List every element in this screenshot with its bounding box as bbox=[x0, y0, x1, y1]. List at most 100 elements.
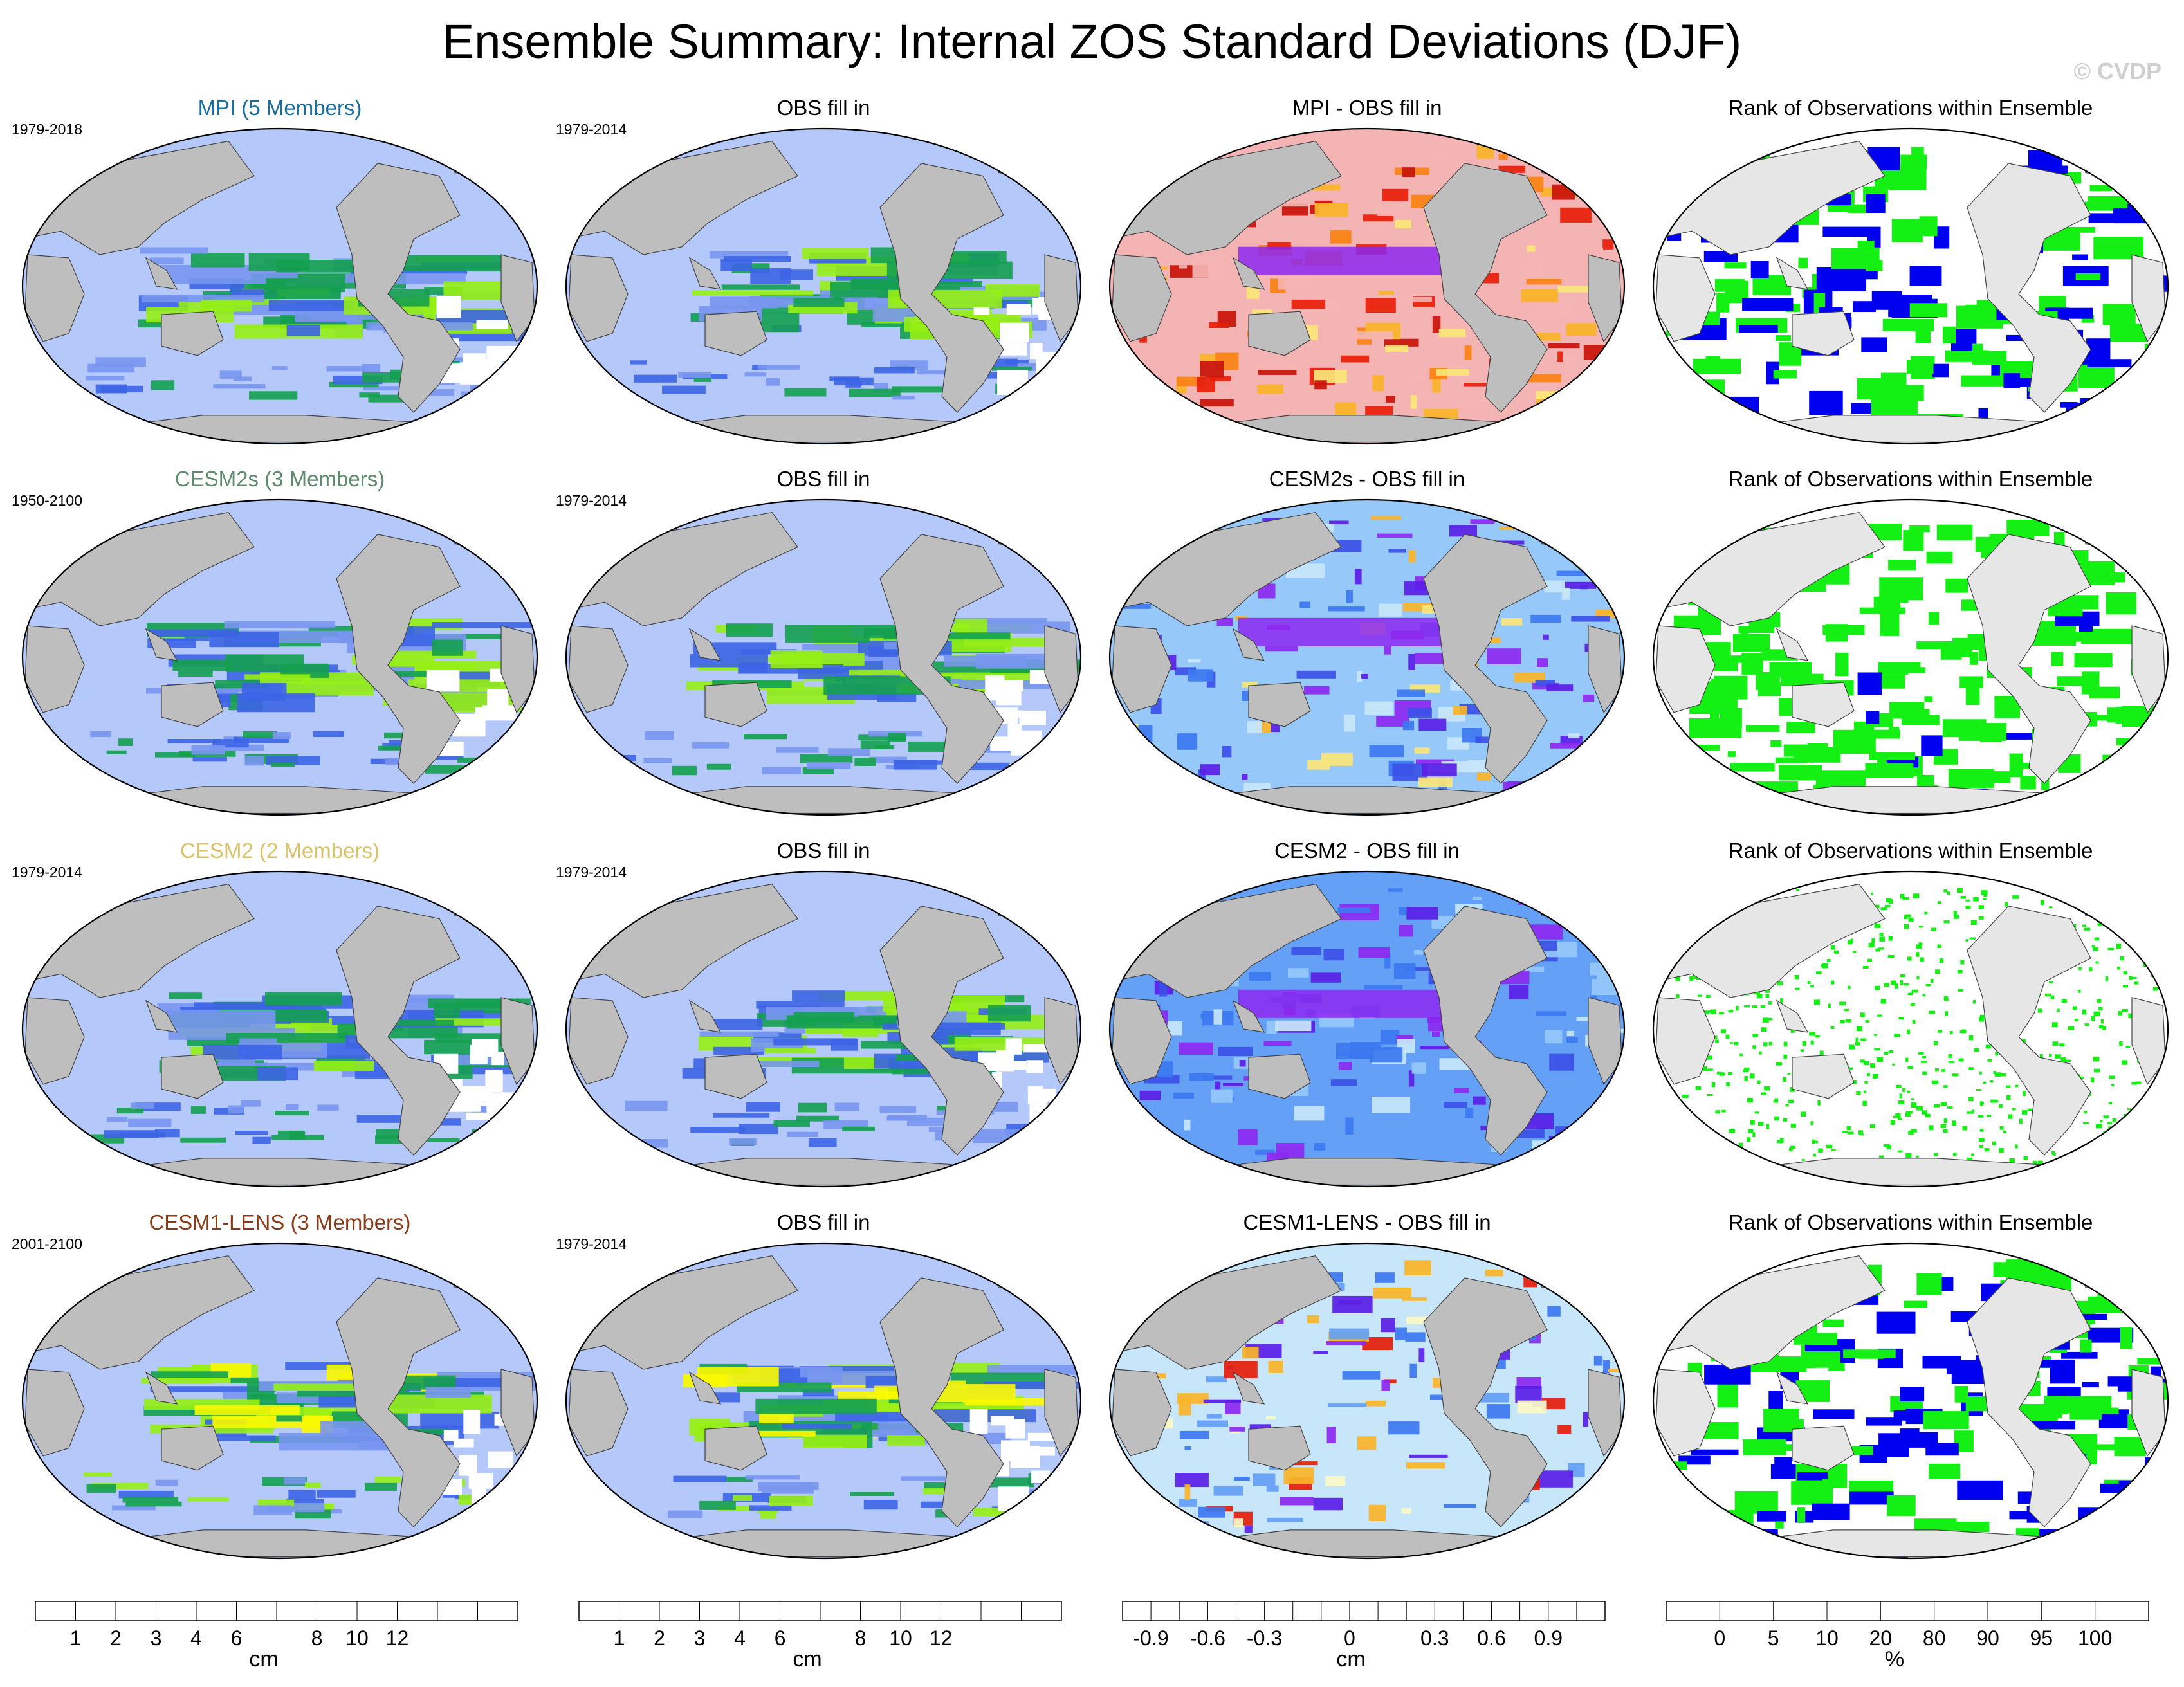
rank-patch bbox=[2009, 1158, 2015, 1163]
rank-patch bbox=[1965, 899, 1970, 902]
obs-title: OBS fill in bbox=[776, 96, 870, 120]
rank-patch bbox=[2012, 1108, 2016, 1111]
land-mass bbox=[1776, 1371, 1809, 1405]
diff-patch bbox=[1294, 1106, 1325, 1121]
rank-patch bbox=[1923, 1411, 1969, 1430]
diff-patch bbox=[1384, 338, 1419, 347]
rank-patch bbox=[1752, 1132, 1756, 1138]
std-patch bbox=[492, 673, 504, 682]
rank-patch bbox=[1891, 219, 1923, 242]
rank-patch bbox=[2089, 185, 2112, 192]
std-patch bbox=[441, 1118, 461, 1126]
diff-patch bbox=[1550, 743, 1589, 749]
period-label: 1950-2100 bbox=[12, 492, 82, 509]
land-mass bbox=[1044, 997, 1079, 1086]
diff-patch bbox=[1364, 701, 1393, 715]
std-patch bbox=[972, 1137, 1013, 1143]
land-mass bbox=[1248, 311, 1311, 356]
std-patch bbox=[834, 1102, 860, 1111]
rank-patch bbox=[1809, 1032, 1816, 1036]
rank-patch bbox=[1934, 1153, 1938, 1156]
diff-patch bbox=[1268, 1360, 1283, 1373]
rank-patch bbox=[2123, 985, 2128, 988]
rank-patch bbox=[1889, 899, 1893, 904]
rank-patch bbox=[1818, 1148, 1823, 1153]
rank-patch bbox=[1813, 1153, 1816, 1157]
rank-patch bbox=[2108, 1102, 2113, 1104]
std-patch bbox=[693, 378, 711, 382]
diff-patch bbox=[1461, 400, 1478, 408]
rank-patch bbox=[2118, 1011, 2123, 1016]
diff-patch bbox=[1546, 684, 1574, 691]
rank-patch bbox=[1976, 1089, 1982, 1091]
rank-patch bbox=[1905, 1153, 1912, 1158]
std-patch bbox=[744, 734, 787, 740]
rank-patch bbox=[1846, 1126, 1851, 1130]
rank-patch bbox=[1830, 945, 1835, 950]
map-panel bbox=[1108, 498, 1626, 816]
diff-patch bbox=[1267, 1517, 1303, 1522]
diff-patch bbox=[1402, 167, 1415, 178]
diff-patch bbox=[1330, 230, 1352, 244]
rank-patch bbox=[1775, 335, 1792, 341]
rank-patch bbox=[1783, 1041, 1788, 1047]
std-patch bbox=[1006, 1124, 1038, 1131]
rank-patch bbox=[1749, 1073, 1755, 1079]
rank-patch bbox=[1916, 952, 1920, 957]
diff-patch bbox=[1408, 1070, 1415, 1087]
rank-patch bbox=[1922, 1071, 1927, 1075]
map-outline bbox=[565, 870, 1082, 1188]
land-mass bbox=[1110, 883, 1342, 998]
rank-patch bbox=[1911, 1098, 1914, 1100]
rank-patch bbox=[1990, 1099, 1996, 1103]
rank-title: Rank of Observations within Ensemble bbox=[1728, 96, 2093, 120]
colorbar-tick-label: 0 bbox=[1714, 1627, 1726, 1650]
rank-patch bbox=[2083, 1110, 2088, 1114]
std-patch bbox=[860, 740, 890, 749]
diff-patch bbox=[1544, 580, 1565, 593]
rank-patch bbox=[2129, 976, 2133, 980]
difference-title: MPI - OBS fill in bbox=[1292, 96, 1442, 120]
land-mass bbox=[161, 1053, 224, 1099]
rank-patch bbox=[1822, 1319, 1844, 1327]
std-patch bbox=[233, 376, 252, 381]
rank-patch bbox=[1971, 1153, 1974, 1156]
rank-patch bbox=[1705, 356, 1720, 362]
diff-patch bbox=[1399, 925, 1413, 937]
rank-patch bbox=[1813, 1409, 1855, 1419]
colorbar-tick-label: 2 bbox=[110, 1627, 122, 1650]
std-patch bbox=[690, 1127, 746, 1133]
rank-patch bbox=[2059, 1043, 2065, 1047]
std-patch bbox=[201, 300, 252, 312]
diff-patch bbox=[1589, 995, 1597, 1000]
rank-patch bbox=[1983, 1081, 1987, 1084]
rank-patch bbox=[1847, 1131, 1854, 1135]
land-mass bbox=[566, 1255, 798, 1370]
rank-patch bbox=[1817, 1100, 1821, 1106]
rank-patch bbox=[2082, 1122, 2089, 1125]
std-patch bbox=[84, 1472, 112, 1477]
std-patch bbox=[87, 363, 135, 373]
rank-patch bbox=[1730, 763, 1775, 772]
rank-patch bbox=[2032, 1160, 2037, 1165]
rank-patch bbox=[1898, 1100, 1905, 1104]
rank-patch bbox=[1979, 1071, 1982, 1075]
diff-patch bbox=[1357, 1436, 1377, 1450]
std-patch bbox=[849, 388, 901, 397]
rank-patch bbox=[1721, 1029, 1726, 1034]
diff-patch bbox=[1177, 1393, 1209, 1404]
rank-patch bbox=[1867, 958, 1872, 962]
diff-patch bbox=[1197, 1420, 1228, 1427]
std-patch bbox=[190, 253, 245, 268]
rank-patch bbox=[2003, 1130, 2006, 1133]
rank-patch bbox=[1922, 1055, 1926, 1059]
rank-patch bbox=[1854, 721, 1875, 746]
rank-patch bbox=[1999, 1126, 2004, 1130]
period-label: 1979-2014 bbox=[556, 492, 627, 509]
land-mass bbox=[1110, 1255, 1342, 1370]
std-patch bbox=[759, 1412, 794, 1423]
diff-patch bbox=[1278, 278, 1313, 290]
diff-patch bbox=[1591, 247, 1603, 258]
land-mass bbox=[688, 628, 722, 661]
land-mass bbox=[1588, 254, 1622, 343]
